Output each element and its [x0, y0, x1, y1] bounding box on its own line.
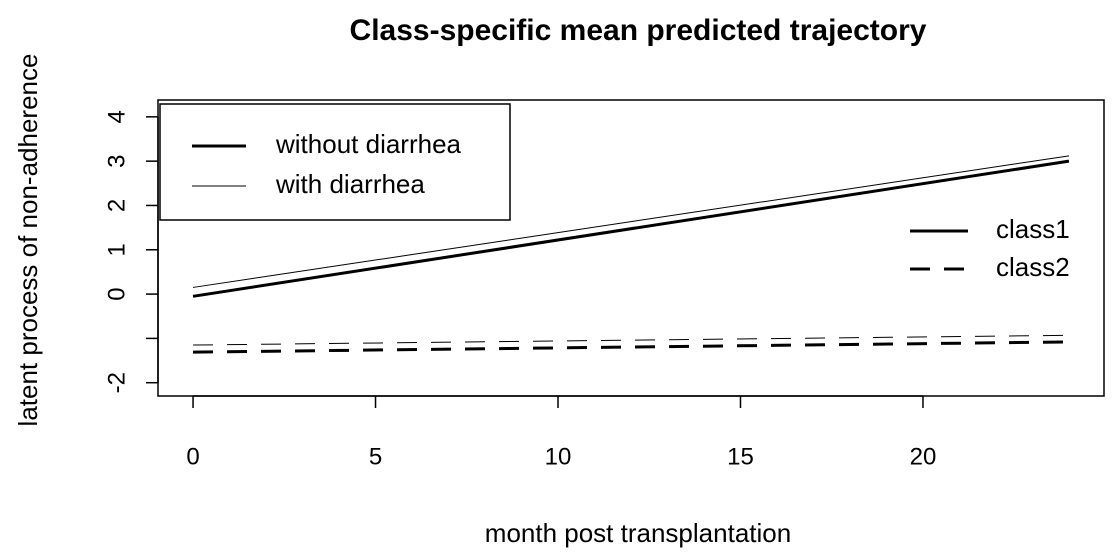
legend-label: with diarrhea	[275, 169, 425, 199]
chart-title: Class-specific mean predicted trajectory	[350, 14, 927, 47]
x-axis-label: month post transplantation	[485, 518, 791, 548]
y-tick-label: 1	[103, 243, 130, 256]
series-line	[193, 334, 1069, 346]
y-tick-label: 2	[103, 199, 130, 212]
y-tick-label: 3	[103, 154, 130, 167]
series-line	[193, 340, 1069, 354]
legend-label: class2	[996, 252, 1070, 282]
x-tick-label: 15	[727, 443, 754, 470]
y-tick-label: 4	[103, 110, 130, 123]
x-tick-label: 10	[545, 443, 572, 470]
y-axis-label: latent process of non-adherence	[13, 54, 43, 427]
y-tick-label: -2	[103, 372, 130, 393]
y-tick-label: 0	[103, 287, 130, 300]
x-tick-label: 20	[910, 443, 937, 470]
x-tick-label: 0	[186, 443, 199, 470]
legend-label: without diarrhea	[275, 129, 462, 159]
legend-box	[159, 103, 511, 221]
series-line	[192, 159, 1070, 298]
series-line	[192, 155, 1070, 288]
x-tick-label: 5	[369, 443, 382, 470]
legend-label: class1	[996, 214, 1070, 244]
